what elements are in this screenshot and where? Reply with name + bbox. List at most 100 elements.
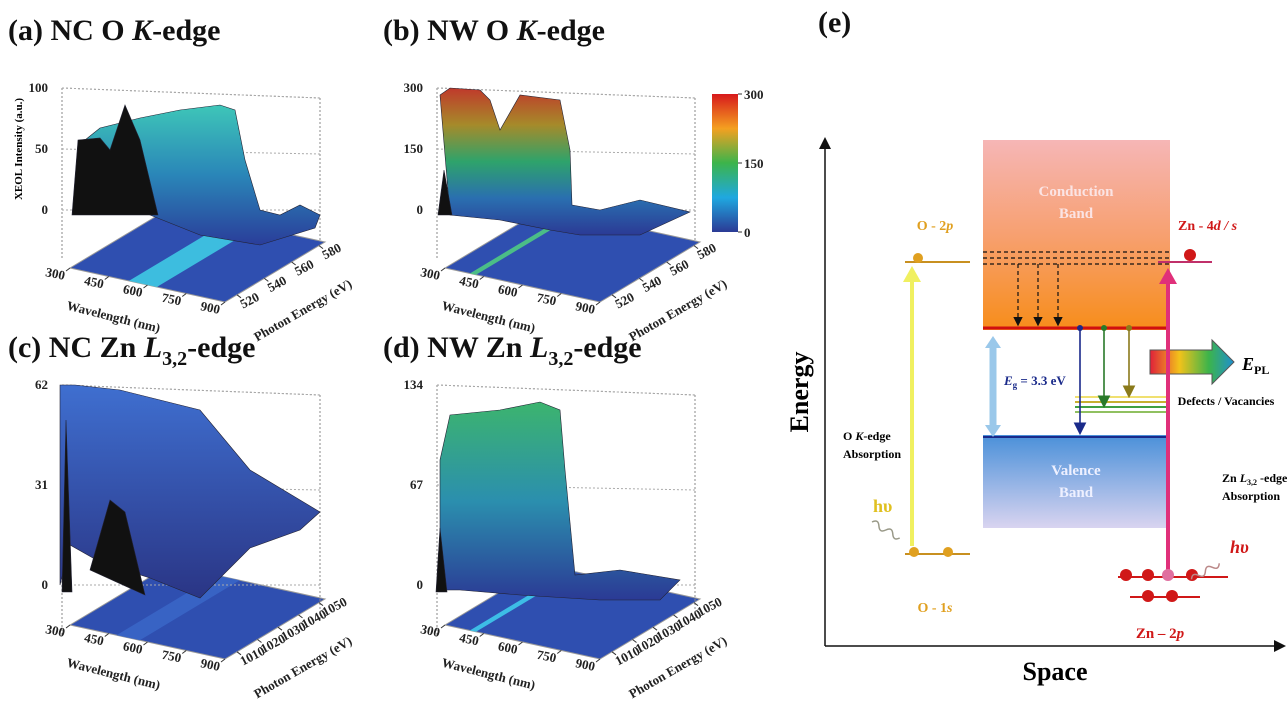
x-tick bbox=[479, 633, 485, 637]
x-axis-label: Wavelength (nm) bbox=[65, 298, 161, 336]
title-part: -edge bbox=[537, 14, 605, 47]
grid-line bbox=[436, 384, 696, 396]
z-tick-label: 0 bbox=[42, 202, 49, 217]
abs-text: O bbox=[843, 429, 855, 443]
surface bbox=[89, 499, 146, 596]
emission-symbol: E bbox=[1241, 354, 1254, 374]
defect-levels bbox=[1075, 396, 1170, 413]
electron bbox=[909, 547, 919, 557]
x-tick bbox=[104, 633, 110, 637]
x-tick-label: 300 bbox=[419, 264, 441, 283]
x-tick-label: 600 bbox=[122, 281, 144, 300]
zn4d-orbital: d / s bbox=[1214, 219, 1238, 234]
electron bbox=[1184, 249, 1196, 261]
emission-subscript: PL bbox=[1254, 363, 1269, 377]
o-absorption-label: O K-edge bbox=[843, 429, 891, 443]
surface bbox=[439, 87, 691, 236]
grid-line bbox=[436, 87, 696, 99]
title-part: K bbox=[131, 14, 154, 47]
z-tick-label: 150 bbox=[404, 141, 424, 156]
y-tick bbox=[264, 277, 269, 282]
y-tick bbox=[236, 651, 242, 656]
zn4d-text: Zn - 4 bbox=[1178, 219, 1214, 234]
colorbar-tick-label: 300 bbox=[744, 87, 764, 102]
projection-band bbox=[116, 575, 240, 641]
y-tick bbox=[318, 602, 324, 606]
grid-line bbox=[61, 384, 321, 396]
o2p-label: O - 2p bbox=[917, 219, 954, 234]
x-tick-label: 750 bbox=[161, 647, 183, 666]
x-tick bbox=[518, 641, 523, 646]
emission-label: EPL bbox=[1241, 354, 1269, 377]
title-part: 3,2 bbox=[548, 348, 573, 370]
z-tick-label: 300 bbox=[404, 80, 424, 95]
y-tick-label: 1050 bbox=[694, 594, 724, 619]
x-tick bbox=[104, 276, 110, 280]
y-tick bbox=[611, 651, 617, 656]
z-tick-label: 31 bbox=[35, 477, 48, 492]
x-tick bbox=[220, 301, 226, 306]
y-tick bbox=[693, 245, 699, 250]
surface bbox=[71, 104, 159, 216]
x-tick-label: 750 bbox=[536, 647, 558, 666]
y-tick bbox=[611, 294, 617, 299]
x-axis-label: Space bbox=[1023, 657, 1088, 686]
x-tick bbox=[479, 276, 485, 280]
panel-title: (b) NW O K-edge bbox=[383, 14, 605, 47]
z-tick-label: 50 bbox=[35, 141, 48, 156]
x-axis-label: Wavelength (nm) bbox=[65, 655, 161, 693]
gap-subscript: g bbox=[1013, 380, 1018, 390]
x-tick-label: 750 bbox=[536, 290, 558, 309]
cb-label: Conduction bbox=[1038, 184, 1114, 200]
colorbar-tick-label: 0 bbox=[744, 225, 751, 240]
abs-text: Zn bbox=[1222, 471, 1240, 485]
abs-subscript: 3,2 bbox=[1247, 478, 1257, 487]
panel-label: (e) bbox=[818, 6, 851, 39]
z-tick-label: 100 bbox=[29, 80, 49, 95]
abs-edge: K bbox=[854, 429, 864, 443]
zn-absorption-label: Absorption bbox=[1222, 489, 1280, 503]
title-part: -edge bbox=[573, 331, 641, 364]
x-tick-label: 900 bbox=[574, 298, 596, 317]
x-tick-label: 450 bbox=[83, 630, 105, 649]
x-tick-label: 450 bbox=[83, 273, 105, 292]
x-tick bbox=[181, 293, 187, 297]
x-tick bbox=[440, 624, 446, 629]
x-tick-label: 900 bbox=[574, 655, 596, 674]
y-tick bbox=[291, 261, 296, 266]
z-tick-label: 134 bbox=[404, 377, 424, 392]
band-diagram: (e) Energy Space Conduction Band Valence… bbox=[785, 6, 1287, 686]
y-tick-label: 1050 bbox=[319, 594, 349, 619]
z-tick-label: 0 bbox=[417, 202, 424, 217]
photon-wave bbox=[871, 520, 901, 540]
o1s-text: O - 1 bbox=[917, 601, 947, 616]
x-tick bbox=[556, 650, 562, 654]
x-tick bbox=[143, 641, 148, 646]
photon-label: hυ bbox=[1230, 537, 1249, 557]
title-part: -edge bbox=[187, 331, 255, 364]
x-tick bbox=[181, 650, 187, 654]
y-tick bbox=[318, 245, 324, 250]
gap-arrow-heads bbox=[985, 336, 1001, 437]
o2p-text: O - 2 bbox=[917, 219, 947, 234]
title-part: 3,2 bbox=[162, 348, 187, 370]
o1s-orbital: s bbox=[946, 601, 953, 616]
z-tick-label: 67 bbox=[410, 477, 424, 492]
plot-panel: (d) NW Zn L3,2-edge 0 67 134 300 450 600 750 900… bbox=[383, 331, 729, 701]
x-tick-label: 300 bbox=[44, 264, 66, 283]
title-part: (b) NW O bbox=[383, 14, 517, 47]
conduction-band bbox=[983, 140, 1170, 330]
zn2p-text: Zn – 2 bbox=[1136, 626, 1177, 642]
valence-band bbox=[983, 435, 1170, 528]
panel-title: (d) NW Zn L3,2-edge bbox=[383, 331, 642, 370]
z-tick-label: 0 bbox=[42, 577, 49, 592]
x-tick bbox=[65, 267, 71, 272]
band-gap-label: Eg = 3.3 eV bbox=[1003, 373, 1066, 390]
colorbar bbox=[712, 94, 738, 232]
x-tick bbox=[143, 284, 148, 289]
surface bbox=[435, 527, 448, 593]
title-part: L bbox=[529, 331, 548, 364]
title-part: K bbox=[516, 14, 539, 47]
x-tick bbox=[518, 284, 523, 289]
